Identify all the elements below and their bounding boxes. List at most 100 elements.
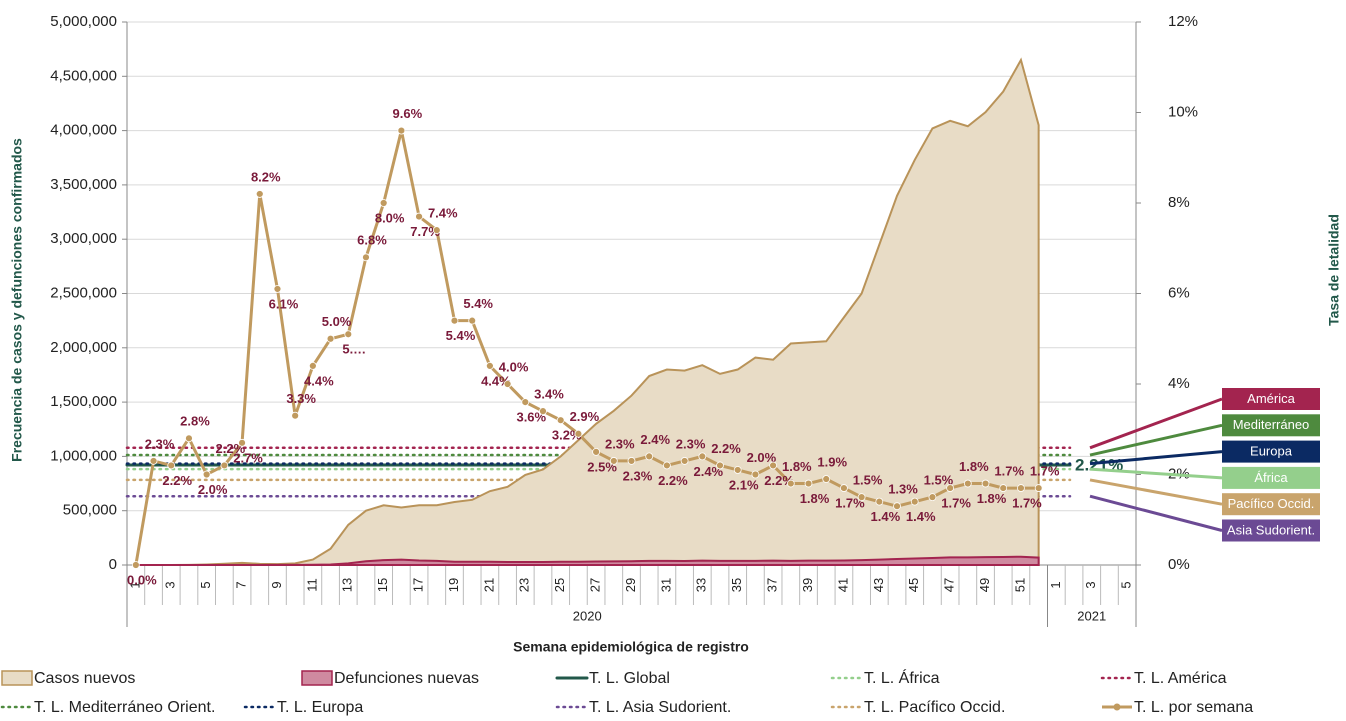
data-label: 2.0% (747, 450, 777, 465)
marker (238, 438, 246, 447)
marker (716, 461, 724, 470)
data-label: 2.8% (180, 414, 210, 429)
marker (928, 493, 937, 502)
legend-item: T. L. América (1100, 670, 1227, 687)
y-tick-label: 1,500,000 (50, 393, 117, 410)
data-label: 6.8% (357, 233, 387, 248)
marker (698, 452, 707, 461)
x-tick-label: 19 (446, 578, 461, 592)
x-tick-label: 15 (375, 578, 390, 592)
legend-label: T. L. Europa (277, 699, 363, 716)
line (134, 130, 1039, 566)
x-tick-label: 37 (765, 578, 780, 592)
data-label: 3.2% (552, 428, 582, 443)
data-label: 1.7% (994, 464, 1024, 479)
y-tick-label: 4,500,000 (50, 67, 117, 84)
data-label: 2.1% (729, 477, 759, 492)
marker (1017, 484, 1025, 492)
data-label: 9.6% (393, 106, 423, 121)
x-tick-label: 35 (729, 578, 744, 592)
x-tick-label: 43 (871, 578, 886, 592)
y-tick-label: 5,000,000 (50, 13, 117, 30)
marker (1034, 484, 1043, 492)
marker (362, 253, 370, 262)
tag-box (1222, 440, 1320, 463)
area (135, 57, 1040, 566)
x-tick-label: 13 (340, 578, 355, 592)
tag-box (1222, 519, 1320, 542)
y2-tick-label: 8% (1168, 194, 1190, 211)
y2-axis-title: Tasa de letalidad (1326, 214, 1342, 326)
data-label: 5.0% (322, 314, 352, 329)
data-label: 2.7% (233, 450, 263, 465)
x-tick-label: 49 (977, 578, 992, 592)
marker (822, 475, 831, 483)
tag-connector (1089, 397, 1223, 450)
legend-label: Casos nuevos (34, 670, 135, 687)
data-label: 1.7% (835, 496, 865, 511)
marker (592, 447, 600, 456)
x-tick-label: 27 (588, 578, 603, 592)
data-label: 1.4% (906, 509, 936, 524)
legend-label: T. L. Asia Sudorient. (589, 699, 731, 716)
legend-swatch (1, 670, 33, 686)
y-tick-label: 2,500,000 (50, 284, 117, 301)
x-group-label: 2020 (573, 608, 602, 623)
marker (751, 470, 760, 479)
legend-item: T. L. África (830, 668, 940, 687)
data-label: 5.4% (463, 296, 493, 311)
data-label: 2.9% (570, 409, 600, 424)
marker (291, 411, 300, 420)
tag-box (1222, 388, 1320, 410)
x-tick-label: 33 (694, 578, 709, 592)
x-tick-label: 1 (127, 581, 142, 588)
data-label: 2.3% (623, 468, 653, 483)
x-tick-label: 39 (800, 578, 815, 592)
x-tick-label: 31 (658, 578, 673, 592)
y2-tick-label: 4% (1168, 375, 1190, 392)
y2-tick-label: 0% (1168, 556, 1190, 573)
x-group-label: 2021 (1077, 608, 1106, 623)
tag-box (1222, 414, 1320, 437)
x-axis-title: Semana epidemiológica de registro (513, 639, 749, 655)
marker (149, 457, 158, 465)
legend-item: T. L. Asia Sudorient. (555, 699, 731, 716)
marker (450, 316, 459, 325)
marker (326, 334, 335, 343)
data-label: 2.3% (145, 436, 175, 451)
data-label: 2.4% (640, 432, 670, 447)
y-tick-label: 2,000,000 (50, 339, 117, 356)
tag-label: Europa (1250, 444, 1293, 459)
marker (202, 470, 211, 479)
data-label: 2.2% (216, 441, 246, 456)
marker (308, 361, 317, 370)
marker (485, 361, 494, 370)
x-tick-label: 9 (269, 581, 284, 588)
y2-tick-label: 6% (1168, 284, 1190, 301)
legend-item: T. L. Mediterráneo Orient. (0, 699, 215, 716)
data-label: 3.3% (286, 391, 316, 406)
data-label: 2.2% (764, 473, 794, 488)
legend-item: T. L. por semana (1102, 699, 1253, 716)
data-label: 8.2% (251, 169, 281, 184)
tag-label: Mediterráneo (1233, 417, 1310, 432)
data-label: 7.7% (410, 224, 440, 239)
data-label: 3.4% (534, 387, 564, 402)
data-label: 4.0% (499, 359, 529, 374)
x-tick-label: 3 (1083, 581, 1098, 588)
legend-label: T. L. Global (589, 670, 670, 687)
data-label: 2.2% (162, 473, 192, 488)
data-label: 1.9% (817, 454, 847, 469)
marker (804, 479, 813, 488)
y-tick-label: 3,500,000 (50, 176, 117, 193)
x-tick-label: 5 (198, 581, 213, 588)
marker (910, 497, 919, 506)
legend-item: T. L. Europa (243, 699, 363, 716)
tag-label: África (1254, 470, 1288, 485)
marker (415, 212, 423, 221)
legend-marker (1113, 703, 1121, 711)
legend-label: T. L. América (1134, 670, 1227, 687)
marker (432, 226, 441, 235)
x-tick-label: 17 (411, 578, 426, 592)
